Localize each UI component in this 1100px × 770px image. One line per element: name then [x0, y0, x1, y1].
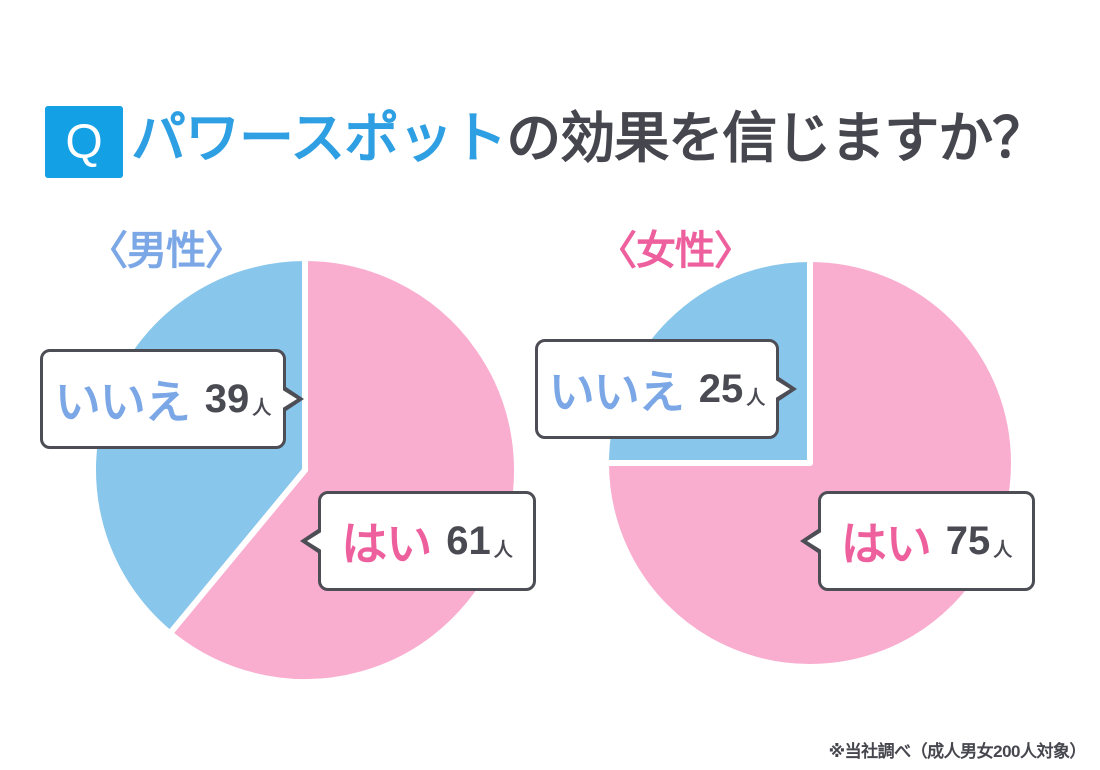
- callout-women-no-label: いいえ: [548, 366, 685, 418]
- question-badge: Q: [45, 106, 123, 178]
- survey-footnote: ※当社調べ（成人男女200人対象）: [828, 742, 1087, 761]
- callout-men-no: いいえ 39 人: [40, 349, 304, 449]
- men-group-label: 〈男性〉: [88, 229, 245, 273]
- title-rest: の効果を信じますか？: [506, 107, 1047, 169]
- callout-women-no: いいえ 25 人: [535, 339, 797, 439]
- callout-women-no-unit: 人: [746, 387, 766, 409]
- callout-women-no-value: 25: [698, 366, 744, 411]
- pie-chart-women: [603, 256, 1017, 670]
- callout-men-yes-unit: 人: [493, 539, 513, 561]
- callout-men-yes: はい 61 人: [300, 491, 536, 591]
- callout-men-no-value: 39: [204, 376, 250, 421]
- callout-women-yes-value: 75: [945, 518, 991, 563]
- pie-chart-men: [90, 255, 520, 685]
- callout-women-yes-unit: 人: [993, 539, 1013, 561]
- women-group-label: 〈女性〉: [597, 229, 754, 273]
- callout-men-yes-label: はい: [341, 518, 432, 570]
- page-title: パワースポットの効果を信じますか？: [131, 99, 1047, 177]
- title-highlight: パワースポット: [131, 107, 507, 169]
- callout-men-no-unit: 人: [252, 397, 272, 419]
- callout-men-yes-value: 61: [446, 518, 491, 563]
- callout-men-no-label: いいえ: [54, 376, 191, 428]
- callout-women-yes: はい 75 人: [800, 491, 1035, 591]
- callout-women-yes-label: はい: [840, 518, 932, 570]
